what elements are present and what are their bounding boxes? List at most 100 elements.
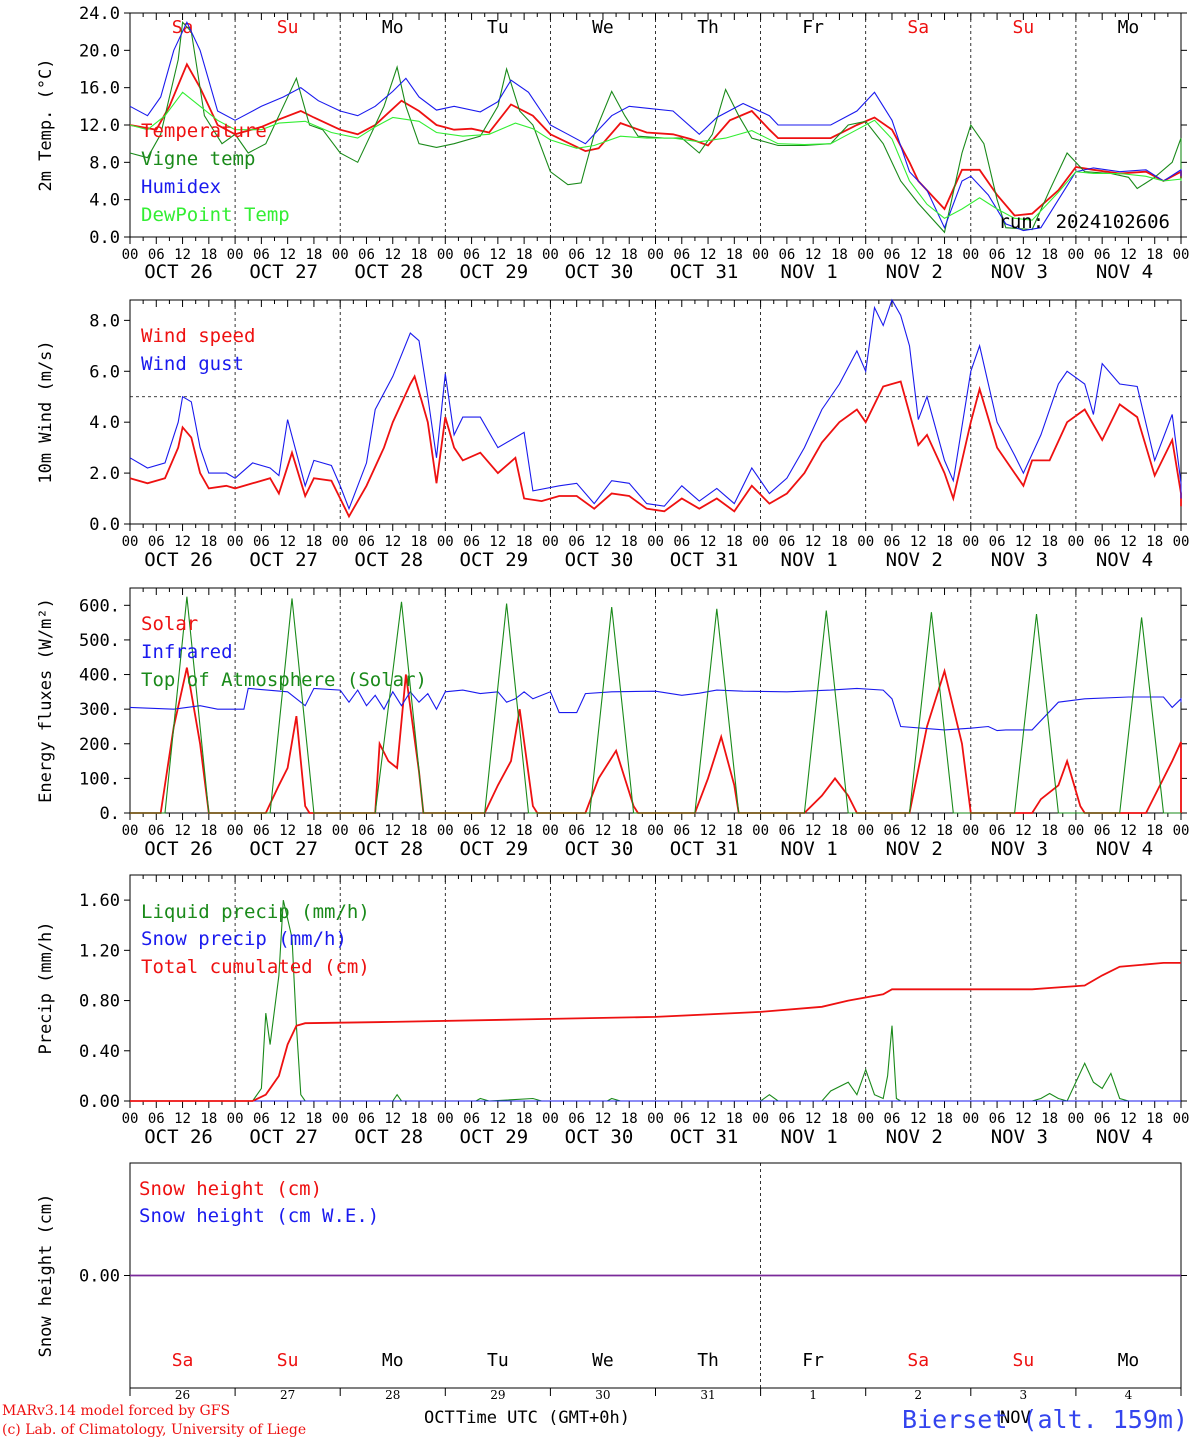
y-tick-label: 4.0	[89, 413, 120, 433]
series-line-humidex	[129, 21, 1182, 232]
hour-tick-label: 18	[936, 823, 953, 839]
hour-tick-label: 12	[595, 247, 612, 263]
series-line-infrared	[129, 687, 1182, 732]
hour-tick-label: 00	[752, 1111, 769, 1127]
hour-tick-label: 06	[778, 247, 795, 263]
series-line-total-cumulated-cm-	[130, 962, 1181, 1102]
y-tick-label: 0.00	[79, 1267, 120, 1287]
hour-tick-label: 12	[595, 823, 612, 839]
hour-tick-label: 00	[437, 1111, 454, 1127]
lab-credit: (c) Lab. of Climatology, University of L…	[2, 1422, 306, 1438]
hour-tick-label: 06	[673, 534, 690, 550]
hour-tick-label: 06	[253, 1111, 270, 1127]
hour-tick-label: 18	[621, 534, 638, 550]
bottom-day-number: 1	[809, 1388, 817, 1402]
hour-tick-label: 18	[936, 1111, 953, 1127]
hour-tick-label: 18	[200, 247, 217, 263]
bottom-day-label: Tu	[487, 1350, 509, 1371]
date-label: OCT 26	[144, 549, 213, 571]
hour-tick-label: 18	[1146, 247, 1163, 263]
hour-tick-label: 06	[1094, 247, 1111, 263]
hour-tick-label: 06	[253, 823, 270, 839]
legend-entry: Snow height (cm W.E.)	[139, 1205, 379, 1227]
hour-tick-label: 06	[148, 534, 165, 550]
legend-entry: Wind gust	[141, 353, 244, 375]
date-label: NOV 1	[781, 1126, 838, 1148]
hour-tick-label: 12	[489, 1111, 506, 1127]
hour-tick-label: 12	[595, 1111, 612, 1127]
hour-tick-label: 00	[962, 247, 979, 263]
hour-tick-label: 00	[437, 823, 454, 839]
date-label: NOV 2	[886, 261, 943, 283]
hour-tick-label: 18	[726, 534, 743, 550]
day-label: Tu	[487, 17, 509, 38]
hour-tick-label: 06	[673, 823, 690, 839]
bottom-day-label: Th	[697, 1350, 719, 1371]
date-label: OCT 26	[144, 261, 213, 283]
day-label: Mo	[1118, 17, 1140, 38]
bottom-day-number: 28	[385, 1388, 400, 1402]
series-line-dewpoint-temp	[129, 91, 1182, 221]
date-label: OCT 28	[354, 1126, 423, 1148]
y-tick-label: 300.	[79, 700, 120, 720]
date-label: OCT 31	[670, 1126, 739, 1148]
hour-tick-label: 00	[752, 823, 769, 839]
date-label: NOV 1	[781, 549, 838, 571]
y-tick-label: 2.0	[89, 464, 120, 484]
hour-tick-label: 18	[200, 534, 217, 550]
hour-tick-label: 00	[1173, 1111, 1190, 1127]
hour-tick-label: 06	[148, 823, 165, 839]
hour-tick-label: 12	[174, 1111, 191, 1127]
y-tick-label: 0.40	[79, 1042, 120, 1062]
hour-tick-label: 06	[884, 534, 901, 550]
hour-tick-label: 00	[962, 534, 979, 550]
hour-tick-label: 00	[332, 247, 349, 263]
date-label: OCT 27	[249, 549, 318, 571]
hour-tick-label: 06	[1094, 823, 1111, 839]
hour-tick-label: 00	[542, 1111, 559, 1127]
bottom-day-number: 31	[700, 1388, 715, 1402]
hour-tick-label: 00	[227, 534, 244, 550]
hour-tick-label: 18	[1041, 1111, 1058, 1127]
hour-tick-label: 12	[489, 823, 506, 839]
hour-tick-label: 06	[778, 1111, 795, 1127]
hour-tick-label: 06	[778, 534, 795, 550]
date-label: NOV 2	[886, 549, 943, 571]
hour-tick-label: 06	[778, 823, 795, 839]
hour-tick-label: 06	[989, 247, 1006, 263]
hour-tick-label: 00	[332, 534, 349, 550]
hour-tick-label: 18	[516, 823, 533, 839]
y-tick-label: 16.0	[79, 79, 120, 99]
hour-tick-label: 06	[884, 247, 901, 263]
hour-tick-label: 00	[437, 534, 454, 550]
hour-tick-label: 18	[305, 823, 322, 839]
hour-tick-label: 18	[516, 534, 533, 550]
bottom-day-number: 26	[175, 1388, 190, 1402]
hour-tick-label: 06	[148, 1111, 165, 1127]
bottom-day-label: Mo	[1118, 1350, 1140, 1371]
hour-tick-label: 12	[1015, 1111, 1032, 1127]
hour-tick-label: 06	[884, 823, 901, 839]
bottom-day-number: 27	[280, 1388, 295, 1402]
hour-tick-label: 18	[516, 247, 533, 263]
hour-tick-label: 18	[411, 534, 428, 550]
legend-entry: Solar	[141, 613, 198, 635]
legend-entry: Snow height (cm)	[139, 1178, 322, 1200]
hour-tick-label: 18	[305, 247, 322, 263]
bottom-day-label: Sa	[907, 1350, 929, 1371]
hour-tick-label: 06	[989, 823, 1006, 839]
date-label: NOV 4	[1096, 1126, 1153, 1148]
legend-entry: Humidex	[141, 176, 221, 198]
day-label: Mo	[382, 17, 404, 38]
hour-tick-label: 18	[726, 1111, 743, 1127]
legend-entry: Infrared	[141, 641, 233, 663]
hour-tick-label: 12	[1015, 534, 1032, 550]
bottom-day-label: Fr	[802, 1350, 824, 1371]
hour-tick-label: 18	[621, 1111, 638, 1127]
y-axis-label: Precip (mm/h)	[36, 921, 56, 1054]
hour-tick-label: 12	[489, 534, 506, 550]
hour-tick-label: 12	[910, 823, 927, 839]
date-label: OCT 27	[249, 838, 318, 860]
hour-tick-label: 12	[1015, 823, 1032, 839]
day-label: Su	[277, 17, 299, 38]
